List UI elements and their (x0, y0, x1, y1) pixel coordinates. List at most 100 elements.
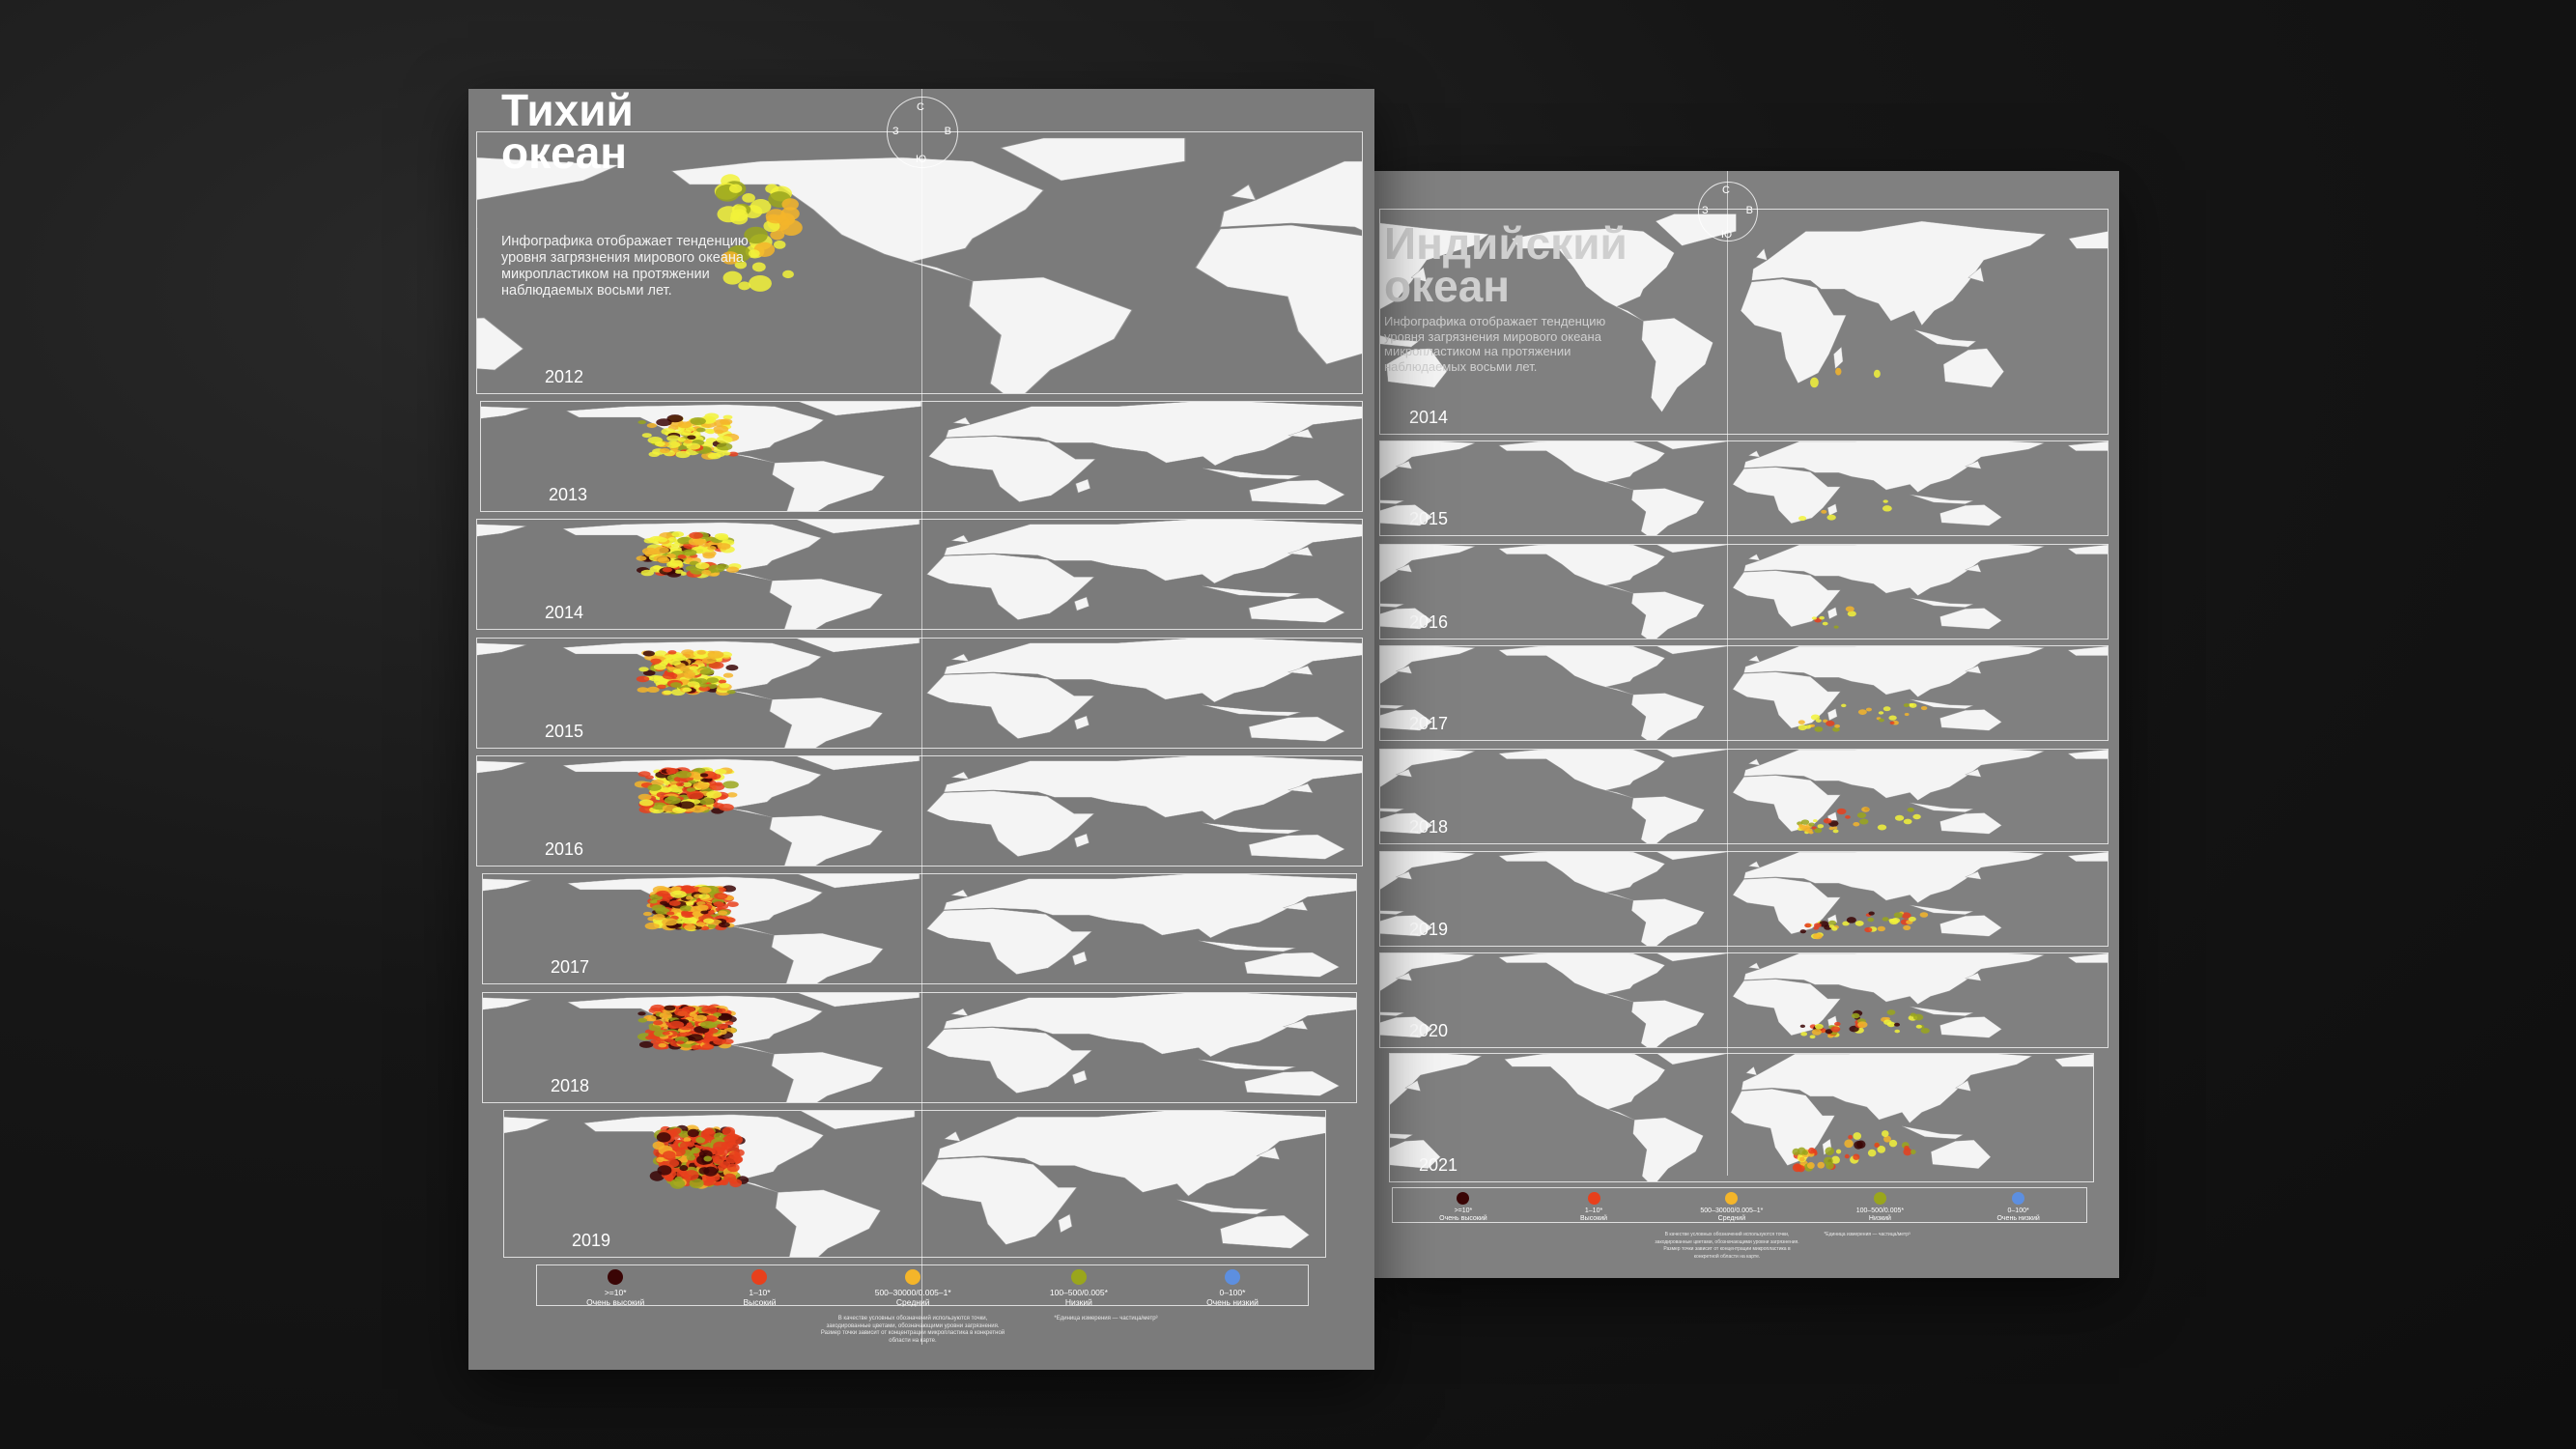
pollution-dot (703, 418, 715, 424)
legend-label: Средний (1717, 1215, 1746, 1222)
pollution-dot (1810, 714, 1821, 721)
pollution-dot (696, 650, 707, 655)
pollution-dot (713, 1132, 724, 1141)
pollution-dot (1854, 920, 1864, 926)
pollution-dot (656, 890, 669, 897)
pollution-dot (695, 562, 710, 570)
pollution-dot (679, 905, 693, 912)
pollution-dot (718, 910, 728, 916)
world-map (1380, 953, 2108, 1047)
legend-label: Низкий (1064, 1297, 1092, 1307)
pollution-dot (773, 240, 786, 249)
pollution-dot (717, 903, 729, 910)
pollution-dot (686, 787, 696, 792)
world-map (1390, 1054, 2093, 1181)
pollution-dot (725, 1155, 738, 1164)
legend-item-medium: 500–30000/0.005–1* Средний (875, 1269, 951, 1307)
pollution-dot (1915, 1024, 1922, 1029)
pollution-dot (690, 805, 706, 813)
pollution-dot (1844, 1139, 1854, 1149)
pollution-dot (649, 899, 658, 904)
pollution-dot (722, 270, 743, 285)
pollution-dot (1834, 724, 1841, 728)
pollution-dot (734, 260, 748, 270)
pollution-dot (706, 790, 722, 799)
pollution-dot (666, 414, 684, 423)
pollution-dot (702, 657, 717, 665)
pollution-dot (638, 1040, 654, 1048)
pollution-dot (1826, 1161, 1834, 1170)
pollution-dot (713, 1038, 726, 1045)
legend-label: Очень высокий (1439, 1215, 1487, 1222)
pollution-dot (704, 1032, 714, 1037)
pollution-dot (1846, 917, 1856, 923)
pollution-dot (1826, 720, 1835, 726)
legend-value: 0–100* (1219, 1288, 1246, 1297)
pollution-dot (726, 690, 736, 695)
year-label: 2014 (545, 603, 584, 622)
year-label: 2015 (1409, 509, 1449, 528)
pollution-dot (748, 249, 760, 258)
legend-item-very_high: >=10* Очень высокий (1439, 1192, 1487, 1223)
indian-ocean-poster: Индийский океан Инфографика отображает те… (1374, 171, 2119, 1278)
pollution-dot (1833, 625, 1839, 629)
pollution-dot (1814, 726, 1824, 732)
pollution-dot (1883, 1019, 1892, 1025)
legend-label: Средний (895, 1297, 930, 1307)
pollution-dot (1878, 711, 1884, 715)
pollution-dot (636, 675, 650, 683)
pollution-dot (765, 209, 787, 224)
pollution-dot (654, 650, 667, 657)
pollution-dot (686, 442, 701, 450)
pollution-dot (1919, 912, 1929, 918)
pollution-dot (700, 910, 709, 915)
pollution-dot (697, 887, 712, 894)
legend-dot (905, 1269, 921, 1285)
pollution-dot (706, 677, 720, 684)
map-panel-2020: 2020 (1379, 952, 2109, 1048)
pollution-dot (1865, 707, 1872, 712)
pollution-dot (691, 1147, 700, 1154)
year-label: 2013 (549, 485, 588, 504)
legend-label: Очень высокий (586, 1297, 645, 1307)
legend: >=10* Очень высокий 1–10* Высокий 500–30000/… (536, 1264, 1309, 1307)
pollution-dot (667, 536, 677, 542)
map-panel-2018: 2018 (1379, 749, 2109, 844)
pollution-dot (1886, 1009, 1896, 1015)
pollution-dot (1888, 1139, 1898, 1148)
pollution-dot (1799, 929, 1806, 934)
legend-value: 500–30000/0.005–1* (1700, 1208, 1764, 1214)
pollution-dot (714, 893, 728, 900)
pollution-dot (722, 781, 739, 789)
pollution-dot (667, 650, 677, 655)
pollution-dot (683, 671, 696, 677)
pollution-dot (714, 781, 723, 786)
legend-value: 1–10* (749, 1288, 771, 1297)
map-panel-2016: 2016 (476, 755, 1363, 867)
pollution-dot (1832, 726, 1840, 732)
map-panel-2019: 2019 (1379, 851, 2109, 947)
pollution-dot (638, 667, 649, 672)
pollution-dot (646, 422, 658, 429)
pollution-dot (682, 549, 697, 556)
pollution-dot (654, 546, 669, 554)
pollution-dot (659, 900, 668, 905)
pollution-dot (781, 198, 799, 211)
map-panel-2015: 2015 (1379, 440, 2109, 536)
pollution-dot (643, 669, 656, 676)
pollution-dot (1810, 724, 1816, 727)
pollution-dot (1909, 702, 1917, 708)
pollution-dot (657, 1165, 672, 1176)
pollution-dot (1804, 724, 1812, 729)
pollution-dot (644, 775, 654, 780)
pollution-dot (1830, 1026, 1841, 1033)
pollution-dot (1808, 822, 1815, 827)
pollution-dot (717, 543, 731, 550)
pollution-dot (667, 1159, 680, 1168)
pollution-dot (725, 566, 740, 573)
world-map (1380, 441, 2108, 535)
pollution-dot (714, 768, 727, 775)
pollution-dot (685, 895, 694, 900)
year-label: 2012 (545, 367, 584, 386)
